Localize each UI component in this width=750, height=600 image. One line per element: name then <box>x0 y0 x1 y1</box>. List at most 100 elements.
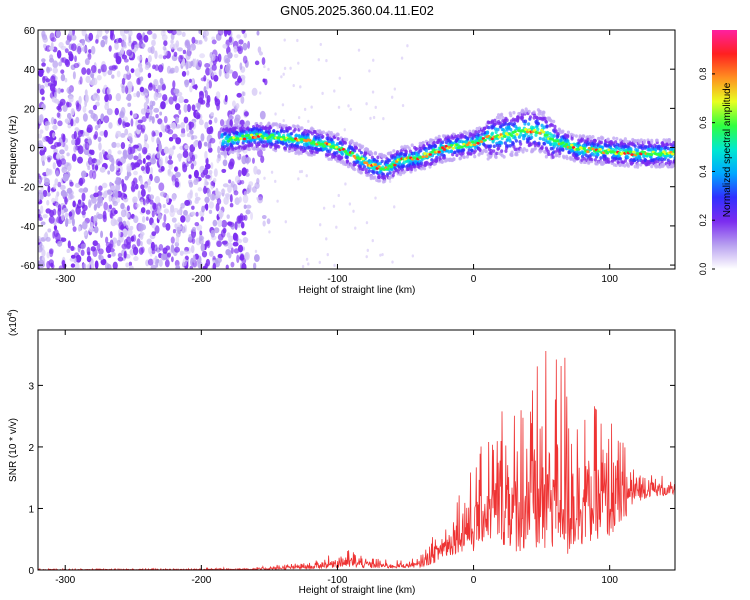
noise-blob <box>241 262 247 269</box>
ridge-point <box>447 150 451 154</box>
ridge-peak <box>561 141 565 145</box>
ridge-point <box>461 151 465 156</box>
noise-blob <box>217 30 224 36</box>
noise-blob <box>71 153 77 162</box>
ridge-point <box>525 148 529 153</box>
noise-blob <box>163 208 170 214</box>
noise-blob <box>173 88 180 94</box>
noise-blob <box>95 159 101 166</box>
ridge-peak <box>437 150 441 154</box>
noise-blob <box>204 196 210 203</box>
ridge-point <box>542 110 546 115</box>
noise-blob <box>58 103 62 109</box>
noise-blob <box>38 83 41 91</box>
colorbar-tick-label: 0.4 <box>698 165 708 178</box>
noise-blob <box>92 215 98 224</box>
ridge-point <box>639 162 643 167</box>
ridge-peak <box>449 143 454 147</box>
ridge-point <box>300 126 304 130</box>
ridge-point <box>599 156 603 160</box>
noise-blob <box>71 133 76 140</box>
noise-blob <box>317 58 321 62</box>
noise-blob <box>175 116 179 124</box>
ridge-peak <box>428 153 432 156</box>
noise-blob <box>135 43 140 49</box>
noise-blob <box>188 181 194 188</box>
noise-blob <box>66 112 72 120</box>
noise-blob <box>185 51 191 61</box>
noise-blob <box>207 144 212 149</box>
noise-blob <box>38 246 43 253</box>
ridge-point <box>440 152 444 157</box>
noise-blob <box>210 162 214 170</box>
ridge-point <box>361 144 365 149</box>
noise-blob <box>84 141 90 151</box>
ridge-peak <box>281 135 286 139</box>
noise-blob <box>60 88 64 93</box>
noise-blob <box>204 36 208 42</box>
ridge-point <box>264 129 269 134</box>
noise-blob <box>173 51 178 57</box>
noise-blob <box>162 55 167 60</box>
noise-blob <box>56 112 61 118</box>
noise-blob <box>195 196 201 201</box>
noise-blob <box>256 196 259 201</box>
ridge-point <box>626 155 630 160</box>
noise-blob <box>178 109 182 115</box>
ridge-point <box>234 146 238 151</box>
ridge-point <box>633 164 637 169</box>
noise-blob <box>132 113 138 119</box>
noise-blob <box>137 119 143 124</box>
ridge-point <box>626 164 631 168</box>
noise-blob <box>48 46 55 51</box>
noise-blob <box>74 127 80 132</box>
noise-blob <box>145 209 151 215</box>
ridge-point <box>387 158 392 163</box>
noise-blob <box>73 145 77 153</box>
noise-blob <box>181 161 186 169</box>
ridge-point <box>601 136 605 140</box>
ridge-point <box>359 170 363 175</box>
noise-blob <box>365 221 369 225</box>
ridge-point <box>460 133 465 137</box>
ridge-point <box>288 126 292 131</box>
noise-blob <box>325 59 328 63</box>
spectrogram-x-ticks: -300 -200 -100 0 100 <box>55 30 618 285</box>
ridge-point <box>259 121 263 126</box>
ridge-point <box>582 134 586 138</box>
ridge-point <box>519 132 523 137</box>
ridge-point <box>522 147 526 151</box>
noise-blob <box>136 129 141 135</box>
noise-blob <box>75 137 81 146</box>
noise-blob <box>159 111 163 116</box>
ridge-peak <box>267 135 271 139</box>
noise-blob <box>127 102 132 107</box>
noise-blob <box>120 133 126 138</box>
ridge-point <box>259 146 264 151</box>
noise-blob <box>189 85 193 93</box>
noise-blob <box>145 155 151 160</box>
ridge-point <box>329 131 333 135</box>
ridge-point <box>281 141 285 145</box>
noise-blob <box>94 203 98 210</box>
ridge-point <box>433 144 438 148</box>
noise-blob <box>41 249 46 257</box>
noise-blob <box>189 190 193 199</box>
noise-blob <box>155 259 159 268</box>
ridge-point <box>555 153 559 158</box>
ridge-point <box>536 121 541 126</box>
noise-blob <box>217 253 223 259</box>
noise-blob <box>183 116 189 124</box>
ridge-point <box>641 143 645 148</box>
noise-blob <box>239 254 245 261</box>
ridge-point <box>623 137 627 141</box>
noise-blob <box>192 84 198 90</box>
noise-blob <box>54 178 59 186</box>
ridge-peak <box>249 133 254 137</box>
ridge-point <box>497 146 501 151</box>
ridge-point <box>648 147 653 152</box>
noise-blob <box>58 42 64 48</box>
ridge-point <box>620 163 624 167</box>
noise-blob <box>230 247 234 254</box>
